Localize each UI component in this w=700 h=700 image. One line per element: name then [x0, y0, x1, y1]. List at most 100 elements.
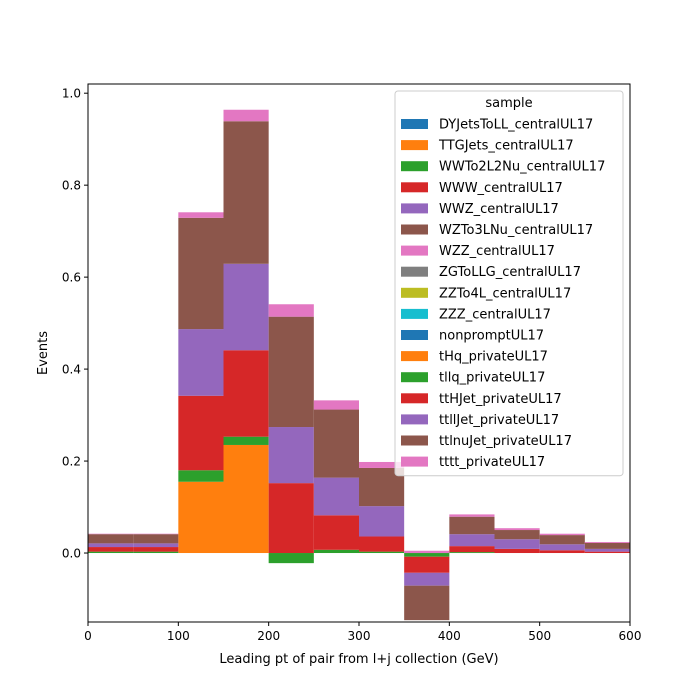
legend-swatch — [401, 245, 428, 256]
bar-segment — [359, 506, 405, 537]
legend-swatch — [401, 414, 428, 425]
bar-segment — [494, 528, 540, 531]
bar-segment — [313, 409, 359, 478]
bar-segment — [449, 534, 495, 547]
bar-segment — [268, 304, 314, 317]
legend-swatch — [401, 308, 428, 319]
y-tick-label: 1.0 — [62, 87, 81, 101]
legend-swatch — [401, 330, 428, 340]
bar-segment — [223, 444, 269, 554]
legend-entry-label: tllq_privateUL17 — [439, 371, 545, 386]
legend-swatch — [401, 224, 428, 235]
bar-segment — [313, 515, 359, 550]
bar-segment — [313, 549, 359, 554]
y-tick-label: 0.8 — [62, 179, 81, 193]
bar-segment — [223, 109, 269, 122]
x-tick-label: 600 — [619, 629, 642, 643]
legend-swatch — [401, 435, 428, 446]
bar-segment — [359, 536, 405, 552]
legend-swatch — [401, 372, 428, 383]
y-tick-label: 0.0 — [62, 547, 81, 561]
bar-segment — [494, 539, 540, 549]
bar-segment — [449, 516, 495, 535]
bar-segment — [449, 514, 495, 517]
legend-entry-label: WZZ_centralUL17 — [439, 244, 555, 259]
legend-swatch — [401, 266, 428, 277]
bar-segment — [178, 481, 224, 554]
bar-segment — [404, 585, 450, 621]
legend-swatch — [401, 119, 428, 129]
bars-layer — [88, 109, 630, 621]
x-axis-ticks: 0 100 200 300 400 500 600 — [84, 622, 641, 643]
bar-segment — [313, 400, 359, 410]
legend: sample DYJetsToLL_centralUL17 TTGJets_cent… — [394, 90, 624, 477]
legend-entry-label: WWW_centralUL17 — [439, 181, 563, 196]
legend-swatch — [401, 203, 428, 214]
bar-segment — [539, 550, 585, 554]
bar-segment — [88, 547, 134, 552]
bar-segment — [178, 217, 224, 330]
x-tick-label: 300 — [348, 629, 371, 643]
x-tick-label: 400 — [438, 629, 461, 643]
bar-segment — [133, 534, 179, 544]
x-tick-label: 100 — [167, 629, 190, 643]
legend-title: sample — [485, 96, 532, 111]
bar-segment — [223, 436, 269, 445]
legend-entry-label: TTGJets_centralUL17 — [438, 139, 574, 154]
bar-segment — [223, 121, 269, 264]
legend-entry-label: ttlnuJet_privateUL17 — [439, 434, 572, 449]
bar-segment — [268, 483, 314, 554]
legend-entry-label: ZZZ_centralUL17 — [439, 307, 551, 322]
legend-swatch — [401, 287, 428, 298]
legend-entry-label: WWTo2L2Nu_centralUL17 — [439, 160, 605, 175]
legend-swatch — [401, 182, 428, 193]
bar-segment — [223, 263, 269, 351]
bar-segment — [88, 534, 134, 544]
bar-segment — [178, 212, 224, 218]
bar-segment — [268, 427, 314, 484]
bar-segment — [133, 551, 179, 554]
bar-segment — [178, 470, 224, 482]
bar-segment — [178, 329, 224, 396]
legend-entry-label: ttHJet_privateUL17 — [439, 392, 562, 407]
legend-entry-label: tttt_privateUL17 — [439, 455, 545, 470]
bar-segment — [133, 543, 179, 548]
bar-segment — [494, 530, 540, 540]
legend-entry-label: ZZTo4L_centralUL17 — [439, 286, 571, 301]
bar-segment — [88, 551, 134, 554]
bar-segment — [268, 553, 314, 564]
bar-segment — [359, 461, 405, 468]
bar-segment — [313, 477, 359, 516]
bar-segment — [449, 546, 495, 553]
legend-swatch — [401, 393, 428, 404]
bar-segment — [584, 541, 630, 543]
legend-swatch — [401, 140, 428, 151]
legend-entry-label: DYJetsToLL_centralUL17 — [439, 118, 593, 133]
x-tick-label: 0 — [84, 629, 92, 643]
bar-segment — [584, 542, 630, 549]
y-axis-ticks: 0.0 0.2 0.4 0.6 0.8 1.0 — [62, 87, 88, 561]
legend-entry-label: nonpromptUL17 — [439, 329, 544, 344]
bar-segment — [178, 395, 224, 471]
legend-swatch — [401, 456, 428, 467]
bar-segment — [404, 556, 450, 573]
x-tick-label: 200 — [257, 629, 280, 643]
legend-entry-label: tHq_privateUL17 — [439, 350, 548, 365]
legend-entry-label: ttllJet_privateUL17 — [439, 413, 559, 428]
legend-entry-label: WZTo3LNu_centralUL17 — [439, 223, 593, 238]
legend-swatch — [401, 351, 428, 362]
y-tick-label: 0.6 — [62, 271, 81, 285]
bar-segment — [494, 548, 540, 554]
legend-entry-label: ZGToLLG_centralUL17 — [439, 265, 581, 280]
bar-segment — [404, 553, 450, 557]
bar-segment — [539, 544, 585, 551]
y-tick-label: 0.2 — [62, 455, 81, 469]
bar-segment — [359, 551, 405, 554]
bar-segment — [539, 535, 585, 545]
bar-segment — [223, 350, 269, 437]
legend-entry-label: WWZ_centralUL17 — [439, 202, 559, 217]
bar-segment — [88, 543, 134, 548]
bar-segment — [404, 550, 450, 554]
x-axis-label: Leading pt of pair from l+j collection (… — [219, 652, 498, 667]
